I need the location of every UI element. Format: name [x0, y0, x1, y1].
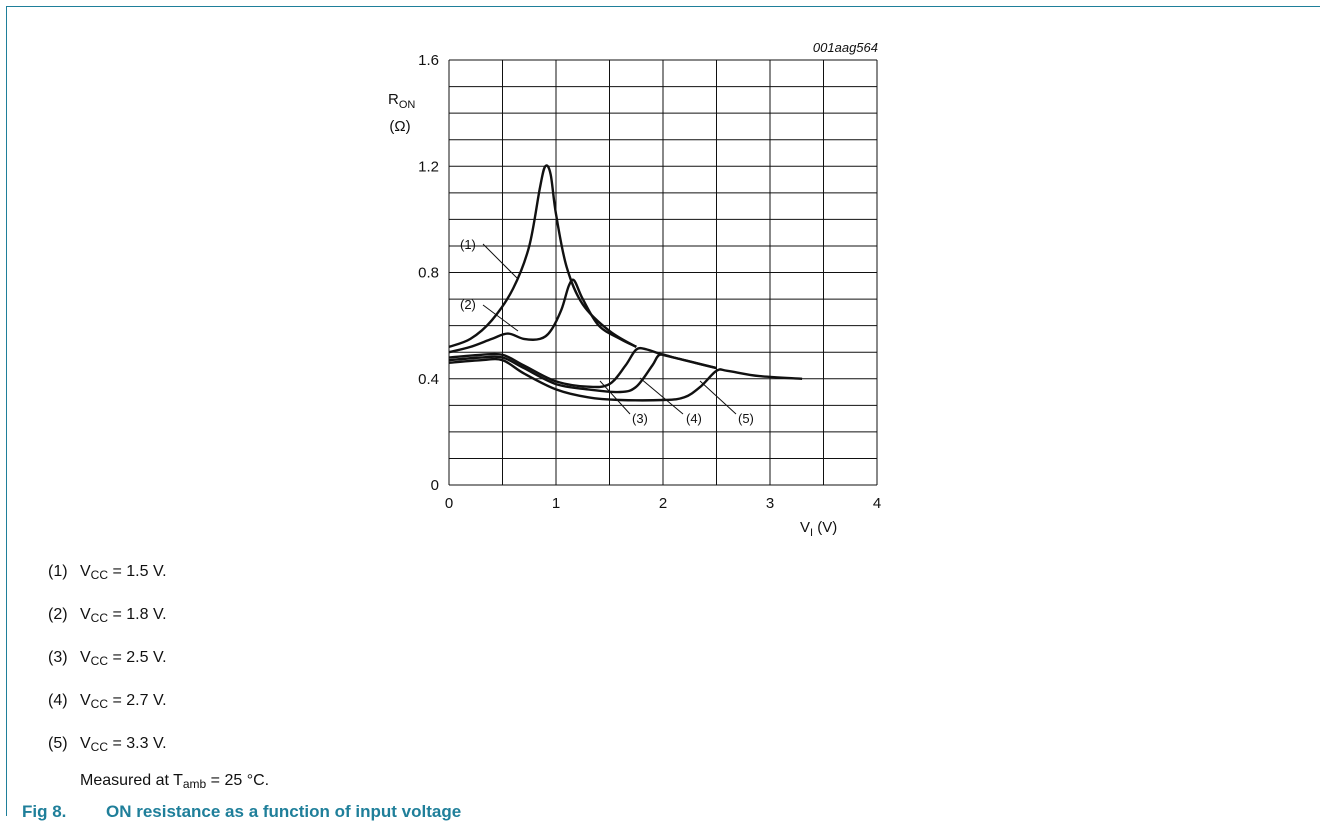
- figure-id: 001aag564: [813, 40, 878, 55]
- series-label-3: (3): [632, 411, 648, 426]
- x-label-sub: I: [810, 527, 813, 539]
- series-label-1: (1): [460, 237, 476, 252]
- leader-1: [482, 243, 518, 279]
- figure-title: ON resistance as a function of input vol…: [106, 802, 462, 821]
- x-unit: (V): [813, 519, 837, 536]
- x-tick-label: 1: [552, 495, 560, 512]
- svg-text:VI (V): VI (V): [800, 519, 837, 539]
- note-num: (1): [48, 563, 68, 580]
- y-unit: (Ω): [389, 118, 410, 135]
- figure-caption: Fig 8. ON resistance as a function of inp…: [22, 802, 461, 822]
- series-line-5: [448, 357, 803, 402]
- y-tick-label: 1.2: [418, 158, 439, 175]
- tick-labels: 0 1 2 3 4 0 0.4 0.8 1.2 1.6: [418, 52, 881, 512]
- x-axis-label: VI (V): [800, 519, 837, 539]
- y-axis-label: RON (Ω): [388, 91, 415, 135]
- series-line-3: [448, 346, 717, 389]
- note-num: (4): [48, 692, 68, 709]
- note-text: VCC = 2.7 V.: [80, 692, 167, 711]
- figure-frame: [6, 6, 1320, 816]
- y-tick-label: 0: [431, 477, 439, 494]
- measurement-note: Measured at Tamb = 25 °C.: [80, 772, 270, 791]
- series-line-2: [448, 278, 637, 354]
- series-label-2: (2): [460, 297, 476, 312]
- series-curves: [448, 164, 803, 402]
- y-tick-label: 1.6: [418, 52, 439, 69]
- y-tick-label: 0.8: [418, 265, 439, 282]
- series-labels: (1) (2) (3) (4) (5): [460, 237, 754, 426]
- x-label-main: V: [800, 519, 810, 536]
- leader-3: [599, 380, 631, 415]
- y-label-main: R: [388, 91, 399, 108]
- note-num: (5): [48, 735, 68, 752]
- note-text: VCC = 1.5 V.: [80, 563, 167, 582]
- x-tick-label: 3: [766, 495, 774, 512]
- x-tick-label: 0: [445, 495, 453, 512]
- note-text: VCC = 2.5 V.: [80, 649, 167, 668]
- series-label-5: (5): [738, 411, 754, 426]
- note-num: (3): [48, 649, 68, 666]
- leader-2: [482, 304, 519, 332]
- y-tick-label: 0.4: [418, 371, 439, 388]
- note-num: (2): [48, 606, 68, 623]
- leader-5: [699, 380, 737, 415]
- x-tick-label: 4: [873, 495, 881, 512]
- note-text: VCC = 1.8 V.: [80, 606, 167, 625]
- series-label-4: (4): [686, 411, 702, 426]
- svg-text:RON: RON: [388, 91, 415, 111]
- series-line-1: [448, 164, 637, 349]
- chart-grid: [448, 59, 878, 486]
- series-line-4: [448, 353, 717, 394]
- leader-4: [639, 377, 684, 415]
- x-tick-label: 2: [659, 495, 667, 512]
- y-label-sub: ON: [399, 99, 416, 111]
- series-leaders: [482, 243, 737, 415]
- note-text: VCC = 3.3 V.: [80, 735, 167, 754]
- figure-number: Fig 8.: [22, 802, 67, 821]
